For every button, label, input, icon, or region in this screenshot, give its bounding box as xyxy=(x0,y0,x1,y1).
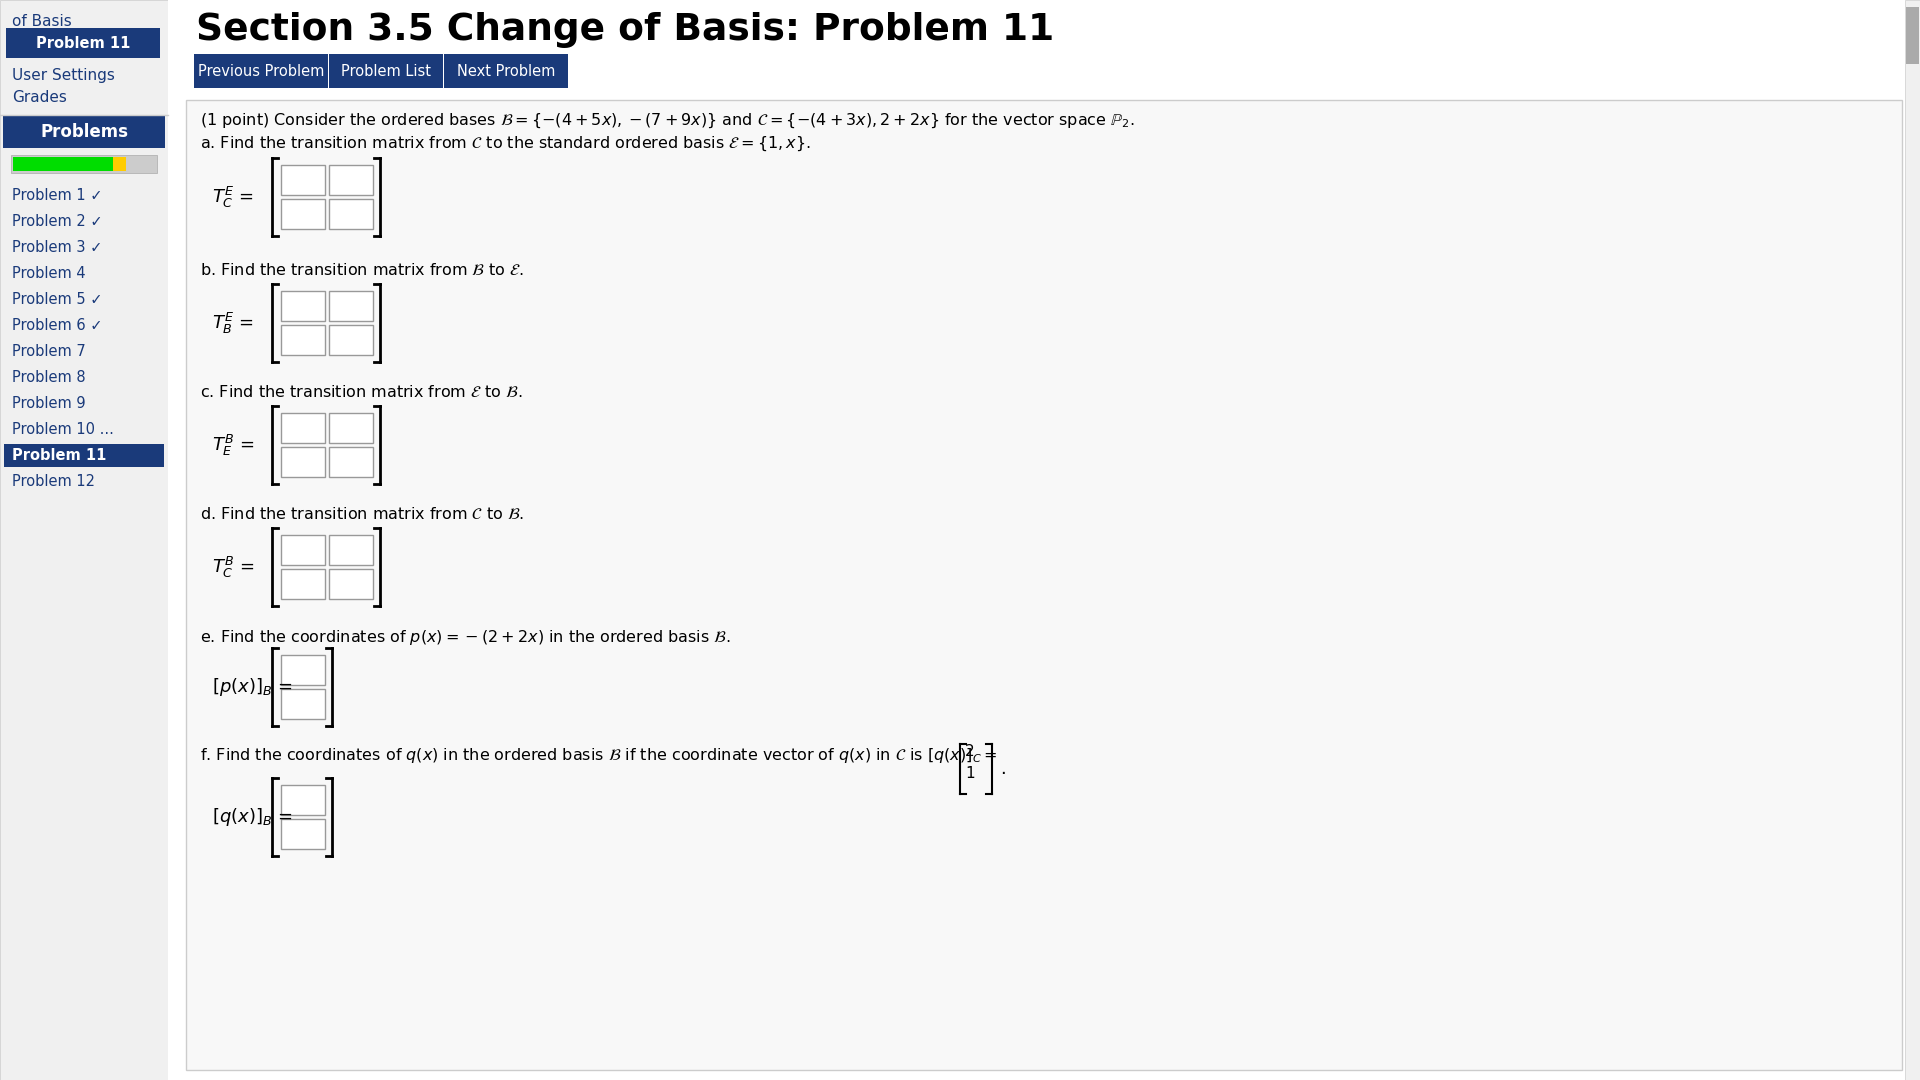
Text: $T_C^E$ =: $T_C^E$ = xyxy=(211,185,253,210)
Text: $[p(x)]_B$ =: $[p(x)]_B$ = xyxy=(211,676,292,698)
Text: Problems: Problems xyxy=(40,123,129,141)
FancyBboxPatch shape xyxy=(328,199,372,229)
Text: Problem 8: Problem 8 xyxy=(12,369,86,384)
Text: Problem 10 ...: Problem 10 ... xyxy=(12,421,113,436)
Text: d. Find the transition matrix from $\mathcal{C}$ to $\mathcal{B}$.: d. Find the transition matrix from $\mat… xyxy=(200,507,524,522)
FancyBboxPatch shape xyxy=(0,0,169,1080)
FancyBboxPatch shape xyxy=(328,291,372,321)
Text: .: . xyxy=(1000,760,1006,778)
FancyBboxPatch shape xyxy=(280,199,324,229)
Text: User Settings: User Settings xyxy=(12,68,115,83)
FancyBboxPatch shape xyxy=(6,28,159,58)
Text: Problem 11: Problem 11 xyxy=(12,447,106,462)
FancyBboxPatch shape xyxy=(194,54,328,87)
Text: Grades: Grades xyxy=(12,90,67,105)
FancyBboxPatch shape xyxy=(12,156,157,173)
Text: 2: 2 xyxy=(966,743,975,758)
Text: Problem 3 ✓: Problem 3 ✓ xyxy=(12,240,102,255)
FancyBboxPatch shape xyxy=(13,157,113,171)
FancyBboxPatch shape xyxy=(328,413,372,443)
FancyBboxPatch shape xyxy=(113,157,127,171)
Text: Problem 12: Problem 12 xyxy=(12,473,94,488)
FancyBboxPatch shape xyxy=(186,100,1903,1070)
Text: Problem 7: Problem 7 xyxy=(12,343,86,359)
Text: e. Find the coordinates of $p(x) = -(2+2x)$ in the ordered basis $\mathcal{B}$.: e. Find the coordinates of $p(x) = -(2+2… xyxy=(200,627,730,647)
FancyBboxPatch shape xyxy=(444,54,568,87)
Text: Problem 6 ✓: Problem 6 ✓ xyxy=(12,318,102,333)
FancyBboxPatch shape xyxy=(280,165,324,195)
FancyBboxPatch shape xyxy=(328,569,372,599)
FancyBboxPatch shape xyxy=(328,535,372,565)
FancyBboxPatch shape xyxy=(328,54,444,87)
FancyBboxPatch shape xyxy=(280,785,324,815)
FancyBboxPatch shape xyxy=(280,689,324,719)
Text: Problem 5 ✓: Problem 5 ✓ xyxy=(12,292,102,307)
Text: Problem List: Problem List xyxy=(342,64,430,79)
Text: $T_B^E$ =: $T_B^E$ = xyxy=(211,310,253,336)
Text: f. Find the coordinates of $q(x)$ in the ordered basis $\mathcal{B}$ if the coor: f. Find the coordinates of $q(x)$ in the… xyxy=(200,746,996,765)
FancyBboxPatch shape xyxy=(1905,0,1920,1080)
Text: 1: 1 xyxy=(966,766,975,781)
Text: Problem 4: Problem 4 xyxy=(12,266,86,281)
FancyBboxPatch shape xyxy=(280,535,324,565)
Text: Problem 11: Problem 11 xyxy=(36,36,131,51)
Text: Section 3.5 Change of Basis: Problem 11: Section 3.5 Change of Basis: Problem 11 xyxy=(196,12,1054,48)
Text: Problem 1 ✓: Problem 1 ✓ xyxy=(12,188,102,203)
Text: b. Find the transition matrix from $\mathcal{B}$ to $\mathcal{E}$.: b. Find the transition matrix from $\mat… xyxy=(200,262,524,278)
FancyBboxPatch shape xyxy=(4,444,163,467)
Text: (1 point) Consider the ordered bases $\mathcal{B} = \{-(4+5x), -(7+9x)\}$ and $\: (1 point) Consider the ordered bases $\m… xyxy=(200,112,1135,131)
Text: Next Problem: Next Problem xyxy=(457,64,555,79)
Text: Problem 2 ✓: Problem 2 ✓ xyxy=(12,214,102,229)
FancyBboxPatch shape xyxy=(280,413,324,443)
FancyBboxPatch shape xyxy=(1907,6,1918,64)
Text: $[q(x)]_B$ =: $[q(x)]_B$ = xyxy=(211,806,292,828)
FancyBboxPatch shape xyxy=(280,447,324,477)
Text: Problem 9: Problem 9 xyxy=(12,395,86,410)
FancyBboxPatch shape xyxy=(169,0,1920,1080)
Text: of Basis: of Basis xyxy=(12,14,71,29)
FancyBboxPatch shape xyxy=(280,654,324,685)
FancyBboxPatch shape xyxy=(280,569,324,599)
FancyBboxPatch shape xyxy=(328,447,372,477)
FancyBboxPatch shape xyxy=(328,165,372,195)
Text: c. Find the transition matrix from $\mathcal{E}$ to $\mathcal{B}$.: c. Find the transition matrix from $\mat… xyxy=(200,384,522,400)
Text: $T_E^B$ =: $T_E^B$ = xyxy=(211,432,253,458)
FancyBboxPatch shape xyxy=(280,325,324,355)
FancyBboxPatch shape xyxy=(4,116,165,148)
Text: a. Find the transition matrix from $\mathcal{C}$ to the standard ordered basis $: a. Find the transition matrix from $\mat… xyxy=(200,135,810,153)
FancyBboxPatch shape xyxy=(280,819,324,849)
Text: Previous Problem: Previous Problem xyxy=(198,64,324,79)
FancyBboxPatch shape xyxy=(328,325,372,355)
Text: $T_C^B$ =: $T_C^B$ = xyxy=(211,554,253,580)
FancyBboxPatch shape xyxy=(280,291,324,321)
